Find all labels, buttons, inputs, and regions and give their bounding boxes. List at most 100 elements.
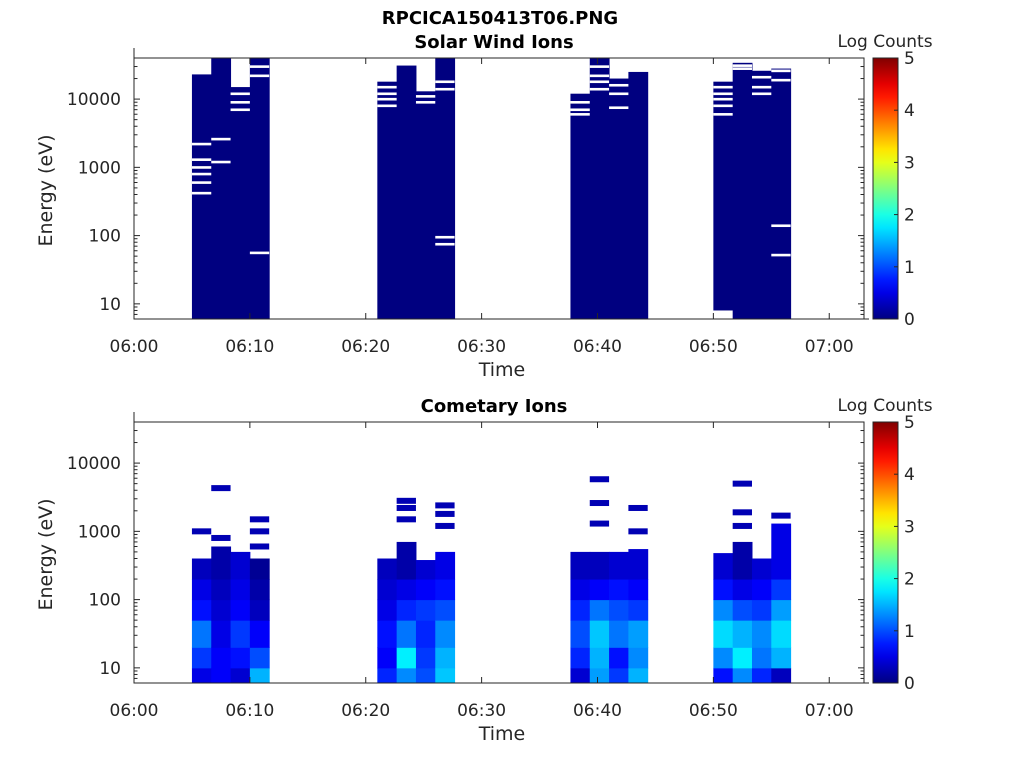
x-tick-label: 06:40	[573, 337, 622, 357]
x-axis-label: Time	[478, 359, 526, 381]
data-gap	[191, 172, 212, 176]
x-tick-label: 06:50	[689, 701, 738, 721]
spectrogram-block	[713, 81, 734, 311]
y-tick-label: 10000	[67, 90, 121, 110]
spectrogram-cell	[751, 558, 772, 580]
spectrogram-block	[771, 68, 792, 319]
data-gap	[713, 113, 733, 116]
data-gap	[570, 113, 590, 116]
spectrogram-cell	[628, 579, 649, 601]
spectrogram-cell	[396, 541, 417, 580]
spectrogram-cell	[751, 579, 772, 601]
spectrogram-cell	[713, 647, 734, 669]
colorbar-tick-label: 5	[904, 49, 915, 69]
data-gap	[732, 67, 752, 70]
spectrogram-cell	[751, 620, 772, 648]
y-axis-label: Energy (eV)	[35, 134, 57, 246]
spectrogram-cell	[771, 647, 792, 669]
spectrogram-block	[435, 58, 456, 319]
data-gap	[415, 95, 436, 98]
data-gap	[435, 242, 455, 246]
spectrogram-cell	[249, 528, 270, 535]
spectrogram-cell	[211, 647, 232, 669]
spectrogram-cell	[415, 599, 436, 621]
panel-title: Solar Wind Ions	[414, 32, 573, 53]
data-gap	[435, 87, 455, 91]
spectrogram-cell	[435, 647, 456, 669]
data-gap	[191, 142, 212, 146]
colorbar-tick-label: 1	[904, 258, 915, 278]
spectrogram-cell	[732, 522, 752, 529]
y-axis-label: Energy (eV)	[35, 498, 57, 610]
spectrogram-cell	[435, 502, 455, 509]
spectrogram-cell	[191, 667, 212, 683]
spectrogram-cell	[570, 599, 591, 621]
colorbar-tick-label: 3	[904, 153, 915, 173]
spectrogram-cell	[249, 579, 270, 601]
spectrogram-cell	[732, 579, 753, 601]
data-gap	[589, 80, 610, 84]
spectrogram-block	[377, 81, 398, 319]
spectrogram-cell	[751, 647, 772, 669]
colorbar-label: Log Counts	[837, 32, 932, 52]
x-tick-label: 06:40	[573, 701, 622, 721]
x-tick-label: 06:20	[341, 701, 390, 721]
colorbar-tick-label: 3	[904, 517, 915, 537]
spectrogram-cell	[191, 558, 212, 580]
spectrogram-cell	[609, 647, 629, 669]
data-gap	[589, 87, 610, 91]
colorbar-tick-label: 1	[904, 622, 915, 642]
spectrogram-cell	[771, 512, 791, 519]
spectrogram-cell	[771, 620, 792, 648]
spectrogram-cell	[732, 647, 753, 669]
data-gap	[589, 65, 610, 68]
spectrogram-cell	[396, 579, 417, 601]
y-tick-label: 10000	[67, 454, 121, 474]
spectrogram-cell	[713, 553, 734, 580]
spectrogram-cell	[377, 620, 398, 648]
spectrogram-cell	[713, 579, 734, 601]
data-gap	[377, 85, 397, 89]
colorbar	[872, 421, 899, 684]
spectrogram-cell	[211, 599, 232, 621]
data-gap	[713, 97, 733, 101]
spectrogram-cell	[628, 667, 649, 683]
data-gap	[771, 224, 791, 228]
spectrogram	[191, 58, 792, 319]
spectrogram-cell	[249, 620, 270, 648]
spectrogram-block	[415, 91, 436, 319]
spectrogram-cell	[396, 497, 416, 504]
spectrogram-block	[589, 58, 610, 319]
spectrogram-cell	[732, 509, 752, 516]
data-gap	[211, 160, 231, 164]
data-gap	[771, 253, 791, 257]
spectrogram-cell	[377, 579, 398, 601]
spectrogram-cell	[732, 541, 753, 580]
spectrogram-cell	[609, 579, 629, 601]
spectrogram-cell	[415, 560, 436, 580]
data-gap	[415, 101, 436, 104]
data-gap	[191, 181, 212, 184]
spectrogram-cell	[435, 510, 455, 517]
spectrogram-cell	[771, 667, 792, 683]
spectrogram-cell	[415, 620, 436, 648]
spectrogram-cell	[211, 667, 232, 683]
data-gap	[230, 92, 250, 96]
spectrogram-cell	[570, 647, 591, 669]
spectrogram-cell	[230, 551, 251, 580]
data-gap	[609, 83, 629, 87]
spectrogram-cell	[377, 667, 398, 683]
spectrogram-cell	[589, 647, 610, 669]
spectrogram-cell	[732, 667, 753, 683]
data-gap	[732, 64, 752, 67]
y-tick-label: 1000	[78, 158, 121, 178]
spectrogram-cell	[771, 523, 792, 580]
data-gap	[751, 92, 772, 96]
spectrogram-cell	[570, 620, 591, 648]
x-tick-label: 06:30	[457, 337, 506, 357]
spectrogram-cell	[396, 599, 417, 621]
spectrogram-cell	[589, 620, 610, 648]
spectrogram-cell	[589, 667, 610, 683]
data-gap	[230, 108, 250, 112]
